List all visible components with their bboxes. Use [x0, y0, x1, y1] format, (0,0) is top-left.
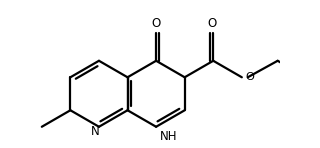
Text: O: O — [151, 17, 161, 30]
Text: O: O — [207, 17, 216, 30]
Text: N: N — [91, 125, 100, 137]
Text: O: O — [245, 72, 254, 82]
Text: NH: NH — [159, 130, 177, 143]
